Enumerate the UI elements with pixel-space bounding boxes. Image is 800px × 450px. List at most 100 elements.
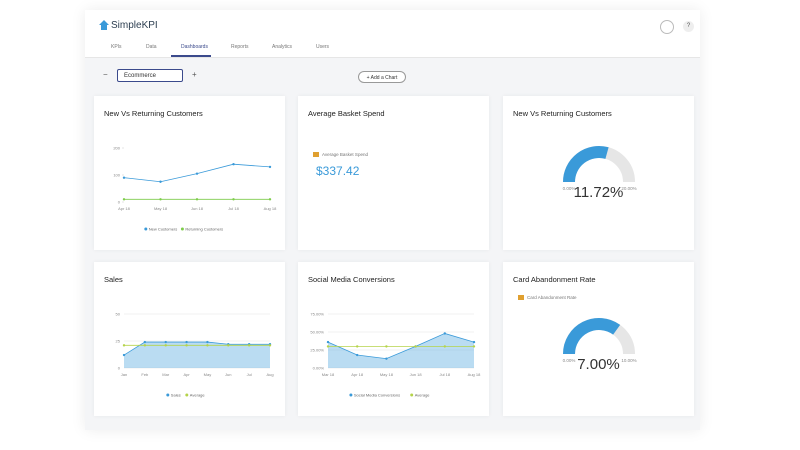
nav-item[interactable]: Dashboards xyxy=(181,44,208,50)
point xyxy=(472,345,476,348)
point xyxy=(247,344,251,347)
widget-title: Sales xyxy=(104,275,123,284)
point xyxy=(268,344,272,347)
gauge-fill xyxy=(563,318,621,355)
legend-label: Returning Customers xyxy=(185,227,223,232)
y-tick-label: 0 xyxy=(118,366,121,371)
widget-title: Average Basket Spend xyxy=(308,109,385,118)
x-tick-label: Apr 18 xyxy=(351,372,364,377)
y-tick-label: 25.00% xyxy=(310,348,324,353)
nav-active-line xyxy=(171,55,211,57)
add-dashboard-button[interactable]: + xyxy=(192,70,197,79)
legend-swatch xyxy=(144,227,148,231)
widget-card: Card Abandonment Rate Card Abandonment Ra… xyxy=(503,262,694,416)
y-tick-label: 0.00% xyxy=(313,366,325,371)
point xyxy=(268,198,272,201)
help-button[interactable]: ? xyxy=(683,21,694,32)
x-tick-label: Mar xyxy=(162,372,170,377)
point xyxy=(232,198,235,201)
nav-item[interactable]: Reports xyxy=(231,44,249,50)
nav-item[interactable]: KPIs xyxy=(111,44,122,50)
point xyxy=(356,353,359,357)
legend-swatch xyxy=(166,393,170,397)
y-tick-label: 75.00% xyxy=(310,312,324,317)
chart: 0 100 200 Apr 18 May 18 Jun 18 Jul 18 Aug 18 New… xyxy=(113,146,277,232)
gauge-value: 7.00% xyxy=(577,356,620,373)
remove-button[interactable]: − xyxy=(103,70,108,79)
gauge: 0.00% 10.00% xyxy=(563,318,637,363)
dashboard-select[interactable]: Ecommerce xyxy=(117,69,183,82)
widget-card: Average Basket Spend Average Basket Spend… xyxy=(298,96,489,250)
y-tick-label: 100 xyxy=(113,173,120,178)
point xyxy=(472,340,476,344)
nav-item[interactable]: Analytics xyxy=(272,44,293,50)
point xyxy=(443,332,446,335)
widget-title: Card Abandonment Rate xyxy=(513,275,596,284)
chart: 0 25 50 Jan Feb Mar Apr May Jun Jul Aug Sales Averag… xyxy=(116,312,274,398)
y-tick-label: 200 xyxy=(113,146,120,151)
point xyxy=(206,340,209,344)
point xyxy=(356,345,359,348)
line xyxy=(123,341,270,356)
x-tick-label: Jul xyxy=(247,372,252,377)
gauge-label: Card Abandonment Rate xyxy=(527,295,577,300)
widget-card: New Vs Returning Customers 0.00% 20.00% 11.… xyxy=(503,96,694,250)
legend-label: Average xyxy=(190,393,206,398)
legend-swatch xyxy=(185,393,189,397)
line xyxy=(327,333,475,360)
gauge-min: 0.00% xyxy=(563,358,576,363)
x-tick-label: Apr xyxy=(183,372,190,377)
point xyxy=(326,340,330,344)
point xyxy=(414,345,417,348)
avatar[interactable] xyxy=(660,20,674,34)
x-tick-label: Apr 18 xyxy=(118,206,131,211)
widget-title: New Vs Returning Customers xyxy=(104,109,203,118)
point xyxy=(195,198,199,201)
y-tick-label: 25 xyxy=(116,339,121,344)
logo xyxy=(99,20,109,30)
point xyxy=(159,198,162,201)
point xyxy=(164,340,167,344)
legend-label: Sales xyxy=(171,393,181,398)
nav-separator xyxy=(85,57,700,58)
x-tick-label: May xyxy=(204,372,212,377)
area xyxy=(328,333,474,368)
widget-card: Social Media Conversions 0.00% 25.00% 50.00… xyxy=(298,262,489,416)
area xyxy=(124,342,270,368)
widget-card: Sales 0 25 50 Jan Feb Mar Apr May Jun Jul Aug Sales A… xyxy=(94,262,285,416)
x-tick-label: Aug 18 xyxy=(468,372,481,377)
kpi-value: $337.42 xyxy=(316,164,360,178)
gauge-min: 0.00% xyxy=(563,186,576,191)
chart: 0.00% 25.00% 50.00% 75.00% Mar 18 Apr 18 May 1… xyxy=(310,312,481,398)
nav-item[interactable]: Data xyxy=(146,44,157,50)
point xyxy=(268,165,272,169)
point xyxy=(122,198,126,201)
x-tick-label: Jun xyxy=(225,372,231,377)
gauge-max: 20.00% xyxy=(621,186,636,191)
legend-swatch xyxy=(410,393,414,397)
brand: SimpleKPI xyxy=(111,20,158,31)
widget-card: New Vs Returning Customers 0 100 200 Apr 18 M… xyxy=(94,96,285,250)
point xyxy=(385,357,388,360)
point xyxy=(385,345,388,348)
x-tick-label: Mar 18 xyxy=(322,372,335,377)
kpi-icon xyxy=(313,152,319,157)
point xyxy=(122,344,126,347)
legend-label: Average xyxy=(415,393,431,398)
point xyxy=(164,344,167,347)
x-tick-label: Feb xyxy=(141,372,149,377)
legend-swatch xyxy=(349,393,353,397)
add-chart-button[interactable]: + Add a Chart xyxy=(358,71,406,83)
gauge-value: 11.72% xyxy=(573,184,624,201)
x-tick-label: May 18 xyxy=(380,372,394,377)
nav-item[interactable]: Users xyxy=(316,44,330,50)
x-tick-label: May 18 xyxy=(154,206,168,211)
y-tick-label: 50.00% xyxy=(310,330,324,335)
x-tick-label: Jul 18 xyxy=(439,372,450,377)
kpi-label: Average Basket Spend xyxy=(322,152,368,157)
x-tick-label: Jun 18 xyxy=(191,206,204,211)
point xyxy=(122,176,126,179)
gauge-fill xyxy=(563,146,609,183)
widget-title: Social Media Conversions xyxy=(308,275,395,284)
